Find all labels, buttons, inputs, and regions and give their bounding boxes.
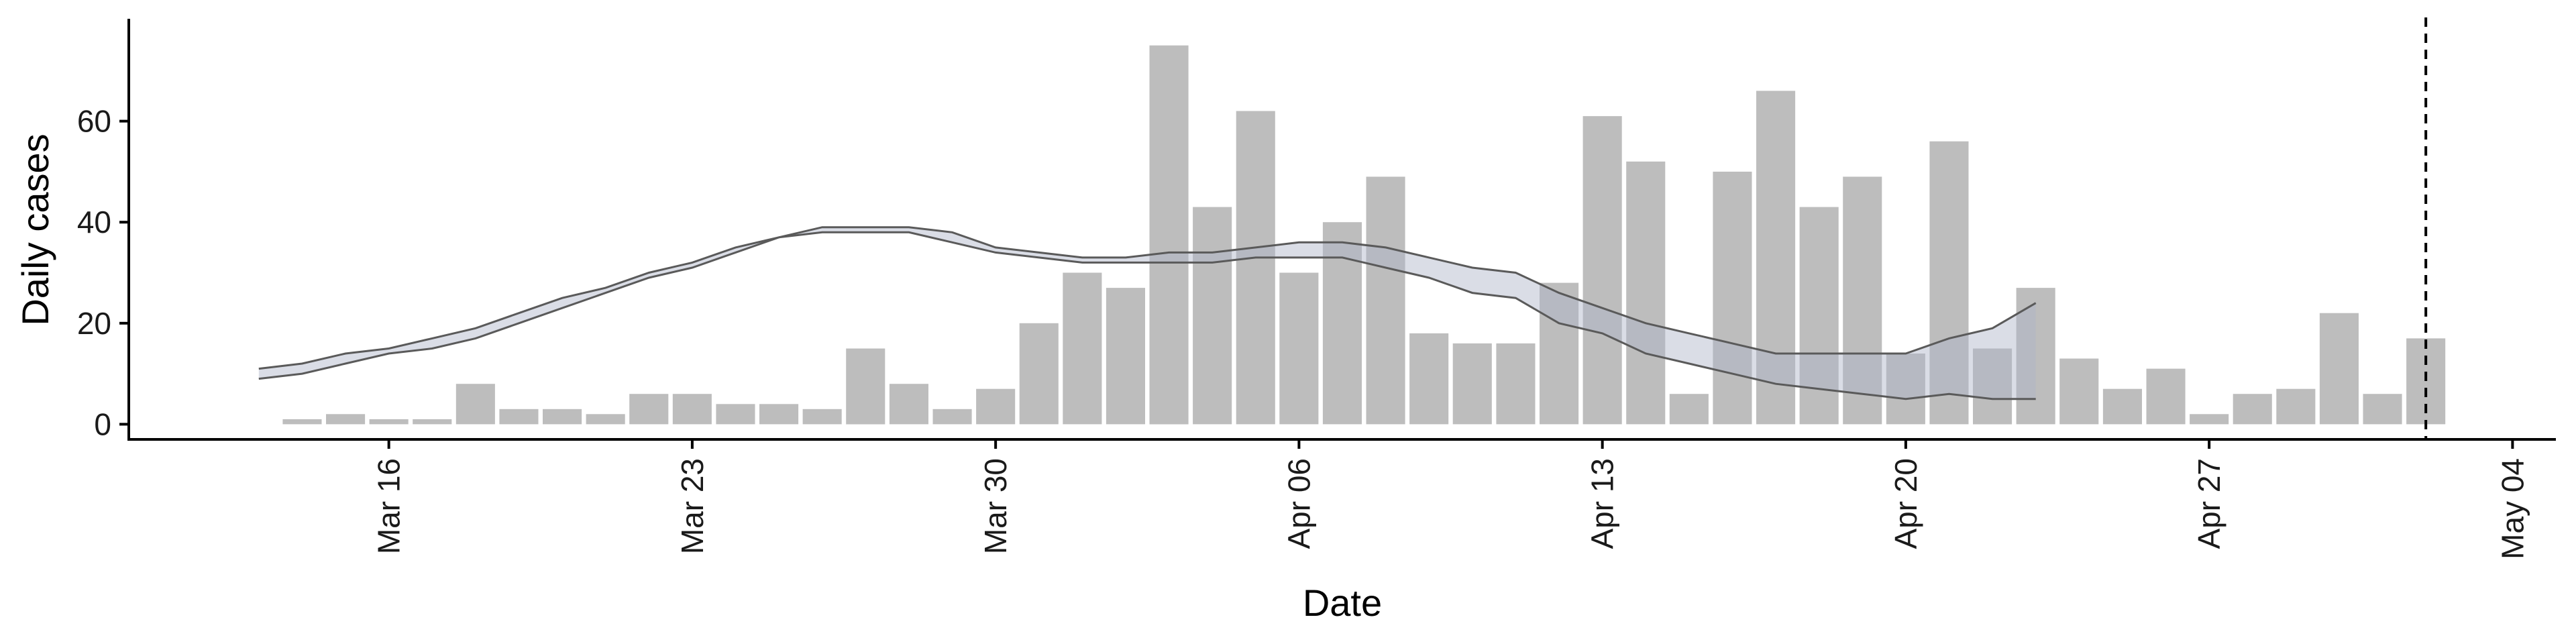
x-tick-label: Apr 20 (1888, 458, 1923, 549)
bar (413, 419, 452, 425)
bar (2146, 368, 2186, 425)
bar (1106, 288, 1145, 425)
bar (1193, 207, 1232, 425)
bar (2276, 388, 2316, 425)
bar (2102, 388, 2142, 425)
x-tick-label: May 04 (2495, 458, 2530, 559)
bar (499, 409, 539, 425)
bar (1149, 45, 1189, 425)
y-axis-title: Daily cases (14, 133, 56, 325)
bar (932, 409, 972, 425)
bar (1019, 323, 1059, 425)
bar (1713, 171, 1752, 425)
bar (1452, 343, 1492, 425)
bar (846, 348, 885, 425)
bar (1886, 354, 1925, 425)
x-tick-label: Mar 16 (372, 458, 407, 554)
bar (889, 384, 928, 425)
bar (1279, 272, 1319, 425)
x-tick-label: Mar 23 (675, 458, 710, 554)
bar (716, 404, 755, 425)
x-tick-label: Apr 06 (1281, 458, 1316, 549)
bar (1236, 111, 1275, 425)
bar (282, 419, 322, 425)
bars-layer (282, 45, 2446, 425)
y-ticks: 0 20 40 60 (77, 104, 129, 441)
bar (2233, 394, 2272, 425)
bar (976, 388, 1016, 425)
y-tick-label: 20 (77, 306, 111, 341)
y-tick-label: 0 (94, 407, 111, 441)
bar (1063, 272, 1102, 425)
x-tick-label: Mar 30 (978, 458, 1013, 554)
bar (2059, 358, 2099, 425)
bar (586, 414, 625, 425)
bar (1409, 333, 1449, 425)
bar (455, 384, 495, 425)
x-tick-label: Apr 27 (2192, 458, 2226, 549)
axes-layer (127, 19, 2556, 441)
y-tick-label: 40 (77, 205, 111, 239)
bar (1626, 161, 1666, 425)
bar (369, 419, 409, 425)
bar (629, 394, 669, 425)
x-tick-label: Apr 13 (1585, 458, 1620, 549)
bar (802, 409, 842, 425)
estimate-upper-line (258, 226, 2037, 370)
bar (1669, 394, 1709, 425)
bar (1540, 282, 1579, 425)
bar (1799, 207, 1839, 425)
bar (1582, 116, 1622, 425)
bar (1366, 176, 1405, 425)
y-tick-label: 60 (77, 104, 111, 139)
bar (1496, 343, 1536, 425)
bar (1756, 91, 1796, 425)
bar (1843, 176, 1882, 425)
bar (759, 404, 799, 425)
bar (543, 409, 582, 425)
x-axis-title: Date (1303, 582, 1382, 624)
bar (2363, 394, 2402, 425)
bar (2190, 414, 2229, 425)
estimate-band-layer (258, 226, 2037, 400)
bar (672, 394, 712, 425)
estimate-lower-line (258, 231, 2036, 400)
bar (1973, 348, 2012, 425)
bar (326, 414, 366, 425)
bar (2319, 313, 2359, 425)
bar (1322, 222, 1362, 425)
x-ticks: Mar 16 Mar 23 Mar 30 Apr 06 Apr 13 Apr 20 Apr … (372, 439, 2530, 559)
bar (1929, 141, 1969, 425)
